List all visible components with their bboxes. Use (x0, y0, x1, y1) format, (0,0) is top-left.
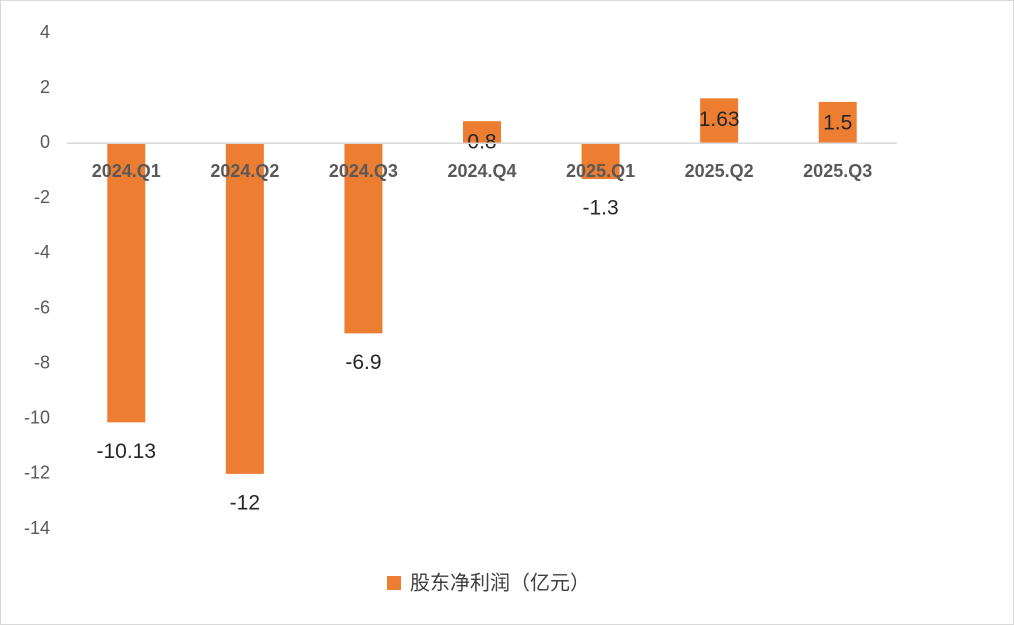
value-label: -12 (230, 491, 260, 514)
y-tick-label: -6 (34, 297, 50, 317)
legend-swatch (387, 576, 401, 590)
bar (463, 121, 501, 144)
value-label: 1.63 (699, 108, 740, 131)
value-label: 1.5 (823, 111, 852, 134)
bar (344, 143, 383, 334)
y-tick-label: 0 (40, 132, 50, 152)
value-label: -6.9 (345, 351, 381, 374)
x-tick-label: 2025.Q2 (685, 161, 754, 181)
y-tick-label: -14 (24, 518, 50, 538)
bar (818, 101, 857, 144)
y-tick-label: -4 (34, 242, 50, 262)
legend-label: 股东净利润（亿元） (410, 571, 590, 595)
x-tick-label: 2025.Q1 (566, 161, 635, 181)
bar (700, 98, 739, 144)
x-tick-label: 2024.Q1 (92, 161, 161, 181)
y-tick-label: -10 (24, 408, 50, 428)
y-tick-label: -2 (34, 187, 50, 207)
x-tick-label: 2024.Q2 (210, 161, 279, 181)
value-label: -10.13 (97, 440, 157, 463)
bar (581, 143, 620, 180)
value-label: -1.3 (582, 197, 618, 220)
x-tick-label: 2025.Q3 (803, 161, 872, 181)
y-tick-label: 4 (40, 22, 50, 42)
value-label: 0.8 (467, 131, 496, 154)
x-tick-label: 2024.Q4 (447, 161, 516, 181)
bar (107, 143, 146, 423)
y-tick-label: -12 (24, 463, 50, 483)
x-tick-label: 2024.Q3 (329, 161, 398, 181)
bar (225, 143, 264, 474)
y-tick-label: 2 (40, 77, 50, 97)
y-tick-label: -8 (34, 352, 50, 372)
